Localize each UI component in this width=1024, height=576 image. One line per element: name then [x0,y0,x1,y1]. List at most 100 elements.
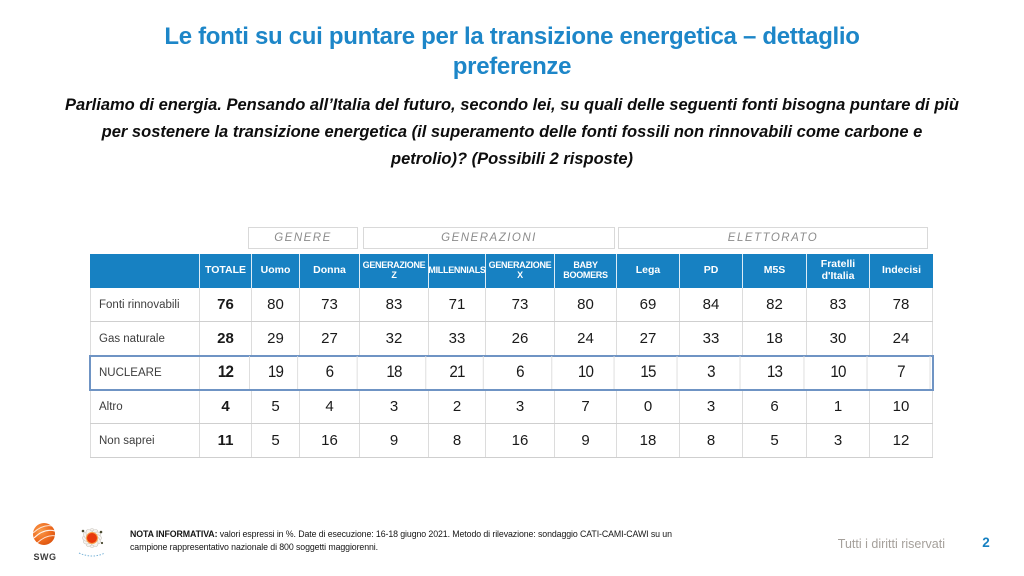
value-cell: 76 [200,288,252,321]
value-cell: 8 [429,424,486,457]
value-cell: 27 [300,322,360,355]
value-cell: 18 [617,424,680,457]
header-cell: GENERAZIONE X [486,254,555,288]
swg-logo-icon [32,523,57,545]
value-cell: 12 [870,424,933,457]
header-cell-empty [90,254,200,288]
table-row: NUCLEARE 12 19 6 18 21 6 10 15 3 13 10 7 [89,355,934,391]
value-cell: 3 [807,424,870,457]
value-cell: 5 [252,390,300,423]
value-cell: 6 [302,356,358,389]
value-cell: 6 [743,390,807,423]
value-cell: 4 [200,390,252,423]
row-label: Fonti rinnovabili [90,288,200,321]
value-cell: 12 [202,356,250,389]
value-cell: 21 [431,356,484,389]
value-cell: 7 [873,356,931,389]
daisy-logo-icon [78,528,106,557]
value-cell: 9 [555,424,617,457]
survey-question-line2: per sostenere la transizione energetica … [101,123,923,141]
footer-note-text: valori espressi in %. Date di esecuzione… [130,529,672,552]
value-cell: 15 [620,356,678,389]
table-row: Fonti rinnovabili 76 80 73 83 71 73 80 69 84 82 83 7… [90,288,933,322]
value-cell: 28 [200,322,252,355]
value-cell: 10 [870,390,933,423]
page-title-line1: Le fonti su cui puntare per la transizio… [164,23,860,50]
value-cell: 32 [360,322,429,355]
daisy-logo [72,518,112,567]
value-cell: 80 [252,288,300,321]
value-cell: 10 [557,356,615,389]
value-cell: 7 [555,390,617,423]
value-cell: 19 [254,356,299,389]
value-cell: 82 [743,288,807,321]
header-cell: PD [680,254,743,288]
value-cell: 84 [680,288,743,321]
header-cell: TOTALE [200,254,252,288]
value-cell: 2 [429,390,486,423]
value-cell: 33 [680,322,743,355]
value-cell: 10 [810,356,868,389]
value-cell: 29 [252,322,300,355]
footer-note-label: NOTA INFORMATIVA: [130,529,218,539]
table-body: Fonti rinnovabili 76 80 73 83 71 73 80 69 84 82 83 7… [89,288,934,458]
row-label: NUCLEARE [90,356,200,389]
value-cell: 6 [489,356,553,389]
value-cell: 8 [680,424,743,457]
rights-text: Tutti i diritti riservati [837,537,945,551]
survey-question-line3: petrolio)? (Possibili 2 risposte) [390,150,634,168]
value-cell: 1 [807,390,870,423]
value-cell: 73 [486,288,555,321]
table-header-row: TOTALE Uomo Donna GENERAZIONE Z MILLENNIALS G… [90,254,933,288]
value-cell: 18 [363,356,427,389]
value-cell: 24 [555,322,617,355]
value-cell: 3 [486,390,555,423]
value-cell: 30 [807,322,870,355]
group-header-generazioni: GENERAZIONI [363,227,615,249]
value-cell: 33 [429,322,486,355]
value-cell: 78 [870,288,933,321]
header-cell: MILLENNIALS [428,254,486,288]
survey-question: Parliamo di energia. Pensando all’Italia… [12,92,1012,173]
table-row: Non saprei 11 5 16 9 8 16 9 18 8 5 3 12 [90,424,933,458]
header-cell: M5S [743,254,807,288]
value-cell: 5 [252,424,300,457]
page-title-line2: preferenze [452,53,572,80]
value-cell: 69 [617,288,680,321]
header-cell: GENERAZIONE Z [360,254,429,288]
header-cell: Donna [300,254,360,288]
header-cell: Uomo [252,254,300,288]
value-cell: 0 [617,390,680,423]
row-label: Gas naturale [90,322,200,355]
table-row: Altro 4 5 4 3 2 3 7 0 3 6 1 10 [90,390,933,424]
group-header-genere: GENERE [248,227,358,249]
value-cell: 16 [486,424,555,457]
value-cell: 71 [429,288,486,321]
page-title: Le fonti su cui puntare per la transizio… [0,22,1024,82]
row-label: Altro [90,390,200,423]
value-cell: 3 [683,356,741,389]
value-cell: 11 [200,424,252,457]
survey-question-line1: Parliamo di energia. Pensando all’Italia… [65,96,959,114]
table-row: Gas naturale 28 29 27 32 33 26 24 27 33 18 30 24 [90,322,933,356]
row-label: Non saprei [90,424,200,457]
value-cell: 13 [746,356,805,389]
value-cell: 83 [807,288,870,321]
header-cell: Lega [617,254,680,288]
swg-logo-text: SWG [33,552,57,562]
value-cell: 26 [486,322,555,355]
header-cell: BABY BOOMERS [555,254,617,288]
value-cell: 80 [555,288,617,321]
header-cell: Indecisi [881,264,922,277]
group-header-elettorato: ELETTORATO [618,227,928,249]
value-cell: 9 [360,424,429,457]
value-cell: 5 [743,424,807,457]
value-cell: 3 [680,390,743,423]
swg-logo: SWG [28,522,62,562]
value-cell: 27 [617,322,680,355]
page-number: 2 [982,535,990,550]
value-cell: 3 [360,390,429,423]
footer-note: NOTA INFORMATIVA: valori espressi in %. … [130,528,675,554]
value-cell: 83 [360,288,429,321]
